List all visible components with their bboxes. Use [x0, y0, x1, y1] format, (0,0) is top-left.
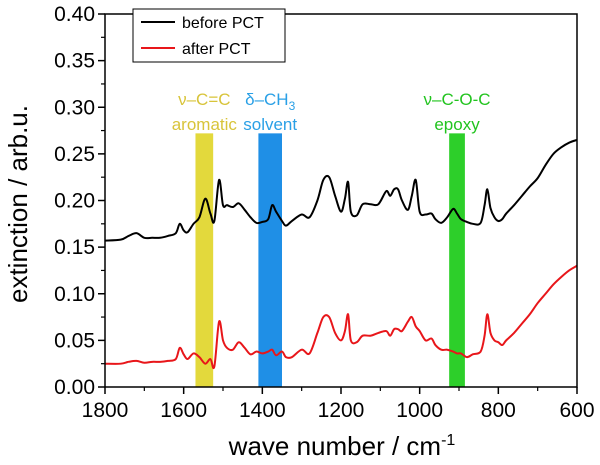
band-1	[258, 133, 282, 387]
series-line-1	[104, 264, 578, 370]
band-2	[449, 133, 465, 387]
y-tick-label-4: 0.20	[54, 190, 95, 213]
legend: before PCT after PCT	[132, 8, 286, 63]
band-label-0: ν–C=C	[178, 90, 230, 109]
y-tick-label-3: 0.15	[54, 236, 95, 259]
band-label-2: ν–C-O-C	[424, 90, 491, 109]
series-line-0	[104, 138, 578, 242]
x-tick-label-3: 1200	[318, 399, 365, 422]
plot-frame	[104, 13, 578, 388]
legend-label-after-pct: after PCT	[182, 41, 251, 58]
x-axis-title: wave number / cm-1	[228, 431, 456, 461]
y-tick-label-6: 0.30	[54, 96, 95, 119]
y-tick-label-2: 0.10	[54, 283, 95, 306]
y-tick-label-8: 0.40	[54, 3, 95, 26]
band-sublabel-2: epoxy	[434, 115, 480, 134]
absorption-bands: ν–C=C aromatic δ–CH3 solvent ν–C-O-C epoxy	[172, 90, 491, 387]
band-sublabel-0: aromatic	[172, 115, 238, 134]
x-tick-label-2: 1400	[239, 399, 286, 422]
y-tick-label-5: 0.25	[54, 143, 95, 166]
band-label-2-main: ν–C-O-C	[424, 90, 491, 109]
y-axis: 0.00 0.05 0.10 0.15 0.20 0.25 0.30 0.35 0.40	[54, 3, 105, 399]
band-label-1-main: δ–CH	[245, 90, 288, 109]
y-tick-label-1: 0.05	[54, 329, 95, 352]
x-tick-label-0: 1800	[82, 399, 129, 422]
band-label-1-subscript: 3	[289, 99, 296, 113]
x-axis-title-superscript: -1	[441, 432, 455, 449]
x-tick-label-4: 1000	[396, 399, 443, 422]
x-axis: 1800 1600 1400 1200 1000 800 600	[82, 387, 595, 422]
x-tick-label-6: 600	[559, 399, 594, 422]
y-axis-title: extinction / arb.u.	[3, 105, 33, 303]
x-tick-label-1: 1600	[160, 399, 207, 422]
legend-label-before-pct: before PCT	[182, 15, 264, 32]
y-tick-label-7: 0.35	[54, 50, 95, 73]
y-tick-label-0: 0.00	[54, 376, 95, 399]
series-lines	[104, 138, 578, 370]
x-axis-title-text: wave number / cm	[228, 431, 441, 461]
legend-box	[132, 8, 286, 63]
band-label-0-main: ν–C=C	[178, 90, 230, 109]
band-label-1: δ–CH3	[245, 90, 295, 113]
band-sublabel-1: solvent	[243, 115, 297, 134]
band-0	[195, 133, 214, 387]
x-tick-label-5: 800	[481, 399, 516, 422]
